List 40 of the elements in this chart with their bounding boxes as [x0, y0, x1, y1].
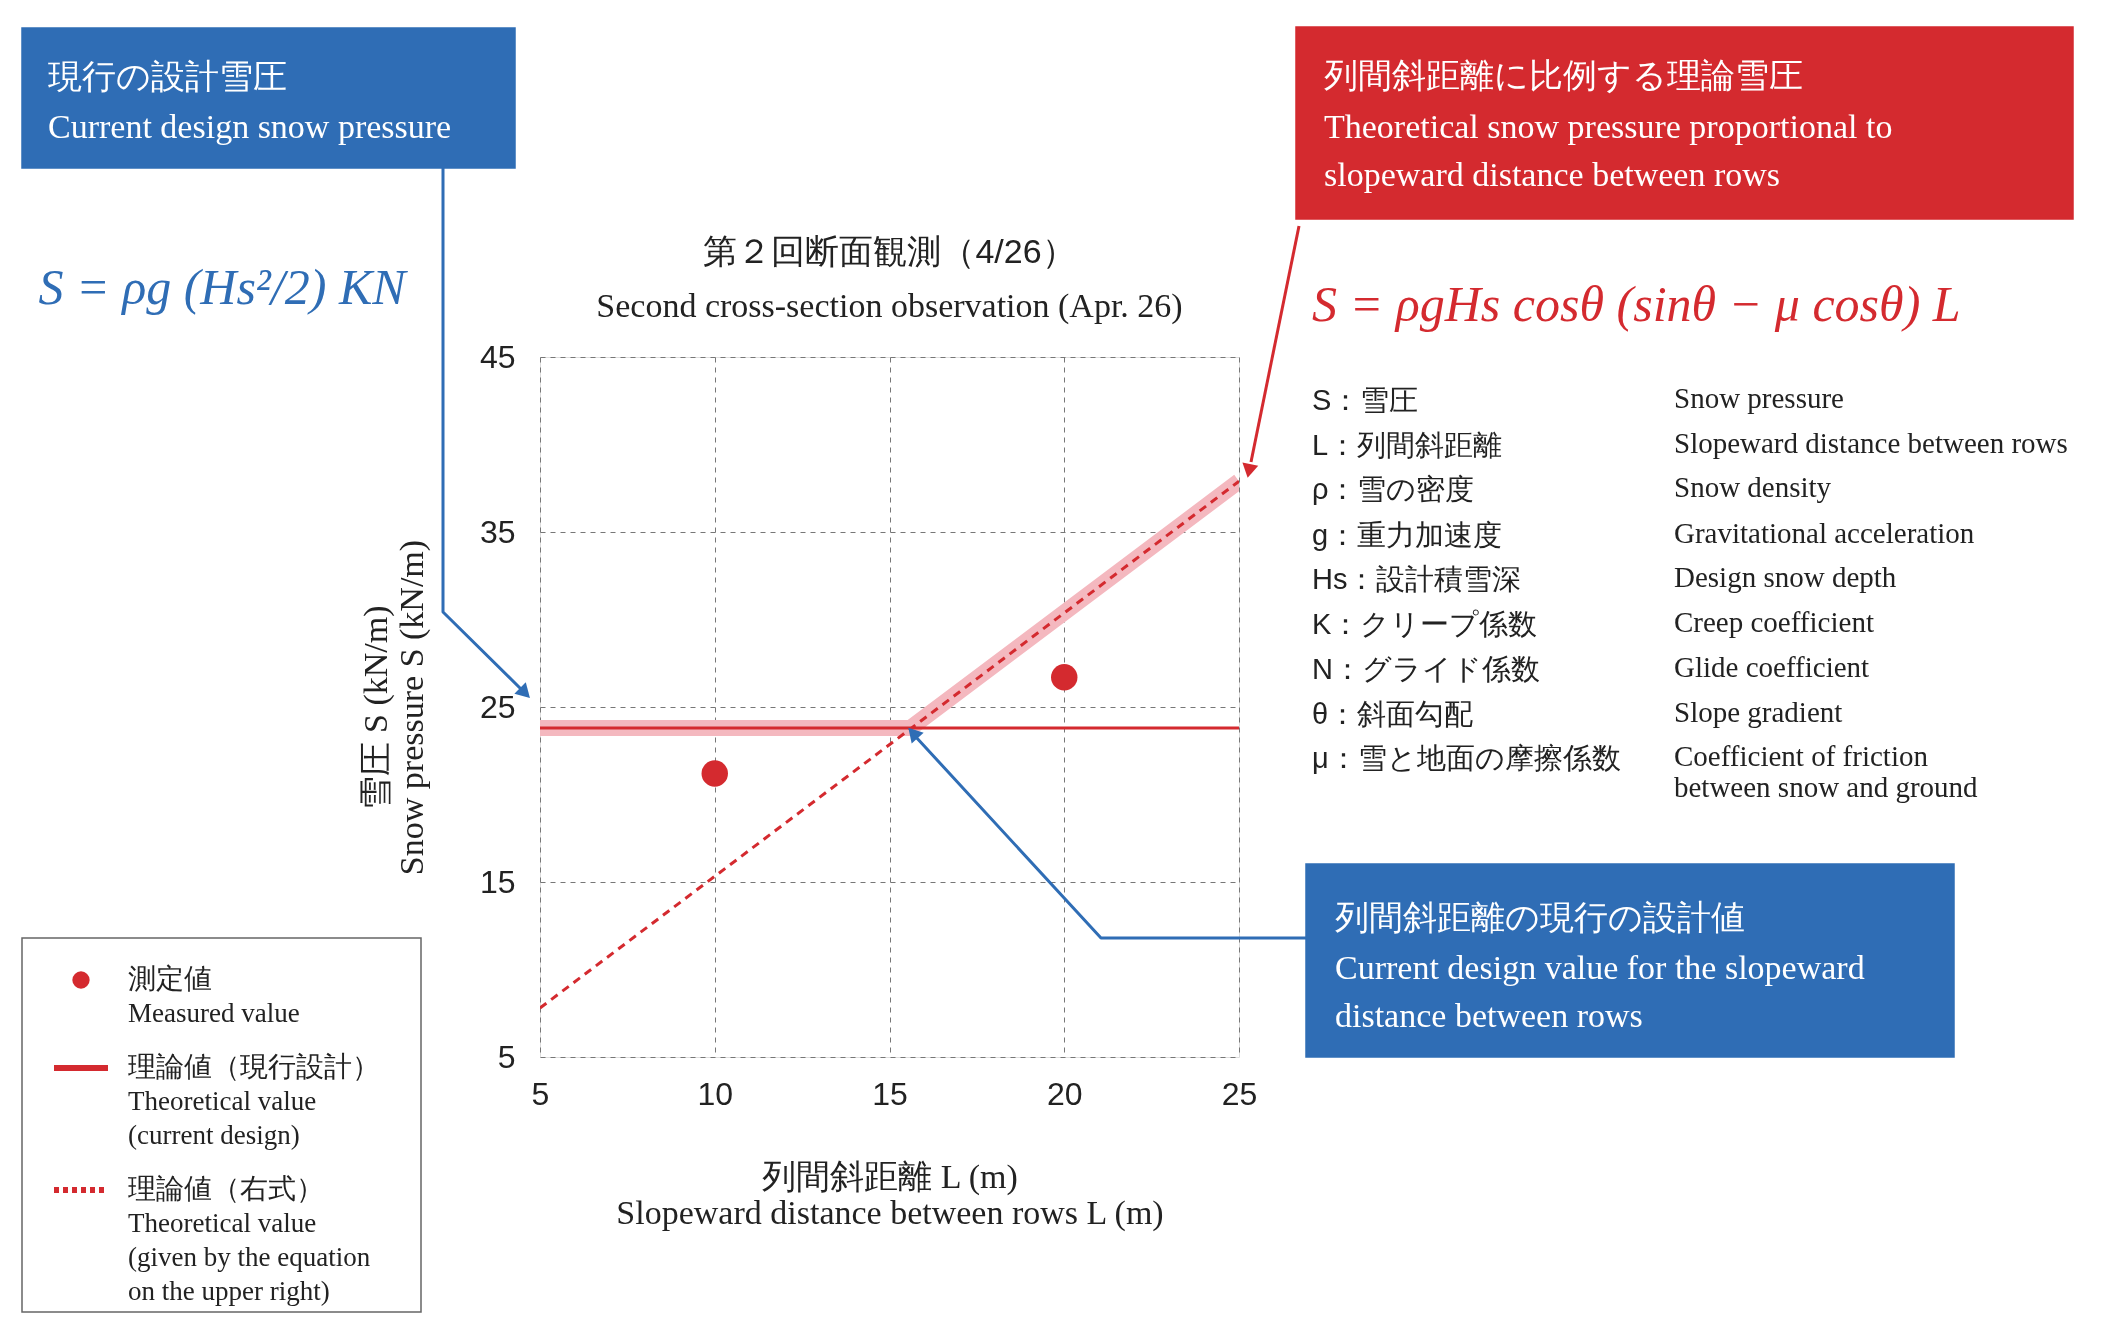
text: Snow pressure — [1674, 382, 1844, 414]
y-tick-label: 15 — [479, 863, 516, 900]
x-tick-label: 15 — [872, 1075, 908, 1112]
text: K：クリープ係数 — [1312, 608, 1538, 640]
text: Hs：設計積雪深 — [1312, 563, 1522, 595]
text: Creep coefficient — [1674, 606, 1874, 638]
legend-label: 測定値 Measured value — [128, 963, 300, 1028]
x-tick-label: 20 — [1046, 1075, 1083, 1112]
y-tick-label: 5 — [497, 1038, 516, 1075]
y-tick-label: 25 — [479, 688, 516, 725]
y-tick-label: 35 — [479, 513, 516, 550]
text: 列間斜距離に比例する理論雪圧 Theoretical snow pressure proportional to slopeward distance between rows — [1324, 56, 1893, 193]
text: Snow density — [1674, 471, 1832, 503]
text: Slopeward distance between rows — [1674, 427, 2068, 459]
text: 現行の設計雪圧 Current design snow pressure — [48, 57, 452, 145]
text: L：列間斜距離 — [1312, 429, 1503, 461]
text: g：重力加速度 — [1312, 519, 1503, 551]
text: Coefficient of friction between snow and ground — [1674, 740, 1979, 803]
text: ρ：雪の密度 — [1312, 473, 1475, 505]
text: N：グライド係数 — [1312, 653, 1540, 685]
text: μ：雪と地面の摩擦係数 — [1312, 742, 1621, 774]
x-tick-label: 25 — [1221, 1075, 1258, 1112]
x-axis-title: 列間斜距離 L (m) Slopeward distance between rows L (m) — [616, 1157, 1164, 1232]
chart-title: 第２回断面観測（4/26） — [703, 232, 1076, 270]
chart-subtitle: Second cross-section observation (Apr. 26) — [596, 287, 1183, 325]
text: Slope gradient — [1674, 696, 1843, 728]
legend-label: 理論値（現行設計） Theoretical value (current design) — [128, 1051, 380, 1150]
text: Design snow depth — [1674, 561, 1897, 593]
text: Glide coefficient — [1674, 651, 1870, 683]
text: S：雪圧 — [1312, 384, 1419, 416]
legend-label: 理論値（右式） Theoretical value (given by the equation on the upper right) — [128, 1173, 371, 1306]
y-tick-label: 45 — [479, 338, 516, 375]
y-axis-title: 雪圧 S (kN/m) Snow pressure S (kN/m) — [356, 539, 431, 876]
x-tick-label: 10 — [697, 1075, 734, 1112]
text: Gravitational acceleration — [1674, 517, 1975, 549]
text: 列間斜距離の現行の設計値 Current design value for the slopeward distance between rows — [1335, 898, 1865, 1034]
text: θ：斜面勾配 — [1312, 698, 1474, 730]
x-tick-label: 5 — [531, 1075, 550, 1112]
text: S = ρgHs cosθ (sinθ − μ cosθ) L — [1312, 276, 1961, 332]
text: S = ρg (Hs²/2) KN — [38, 259, 409, 315]
